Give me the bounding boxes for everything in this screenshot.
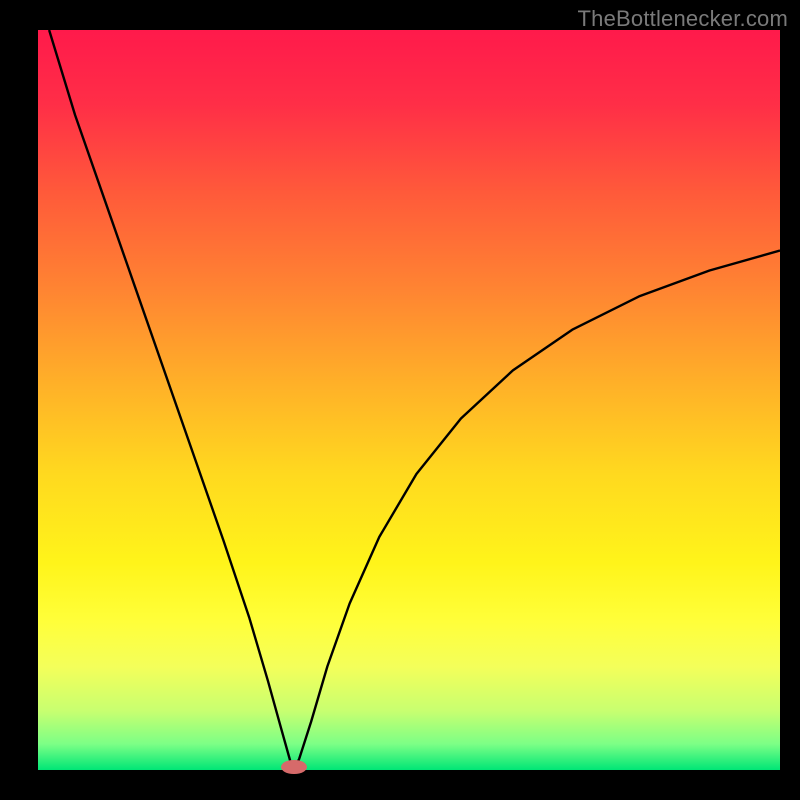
curve-layer <box>38 30 780 770</box>
chart-container: { "watermark": { "text": "TheBottlenecke… <box>0 0 800 800</box>
watermark-text: TheBottlenecker.com <box>578 6 788 32</box>
bottleneck-curve <box>49 30 780 769</box>
plot-area <box>38 30 780 770</box>
